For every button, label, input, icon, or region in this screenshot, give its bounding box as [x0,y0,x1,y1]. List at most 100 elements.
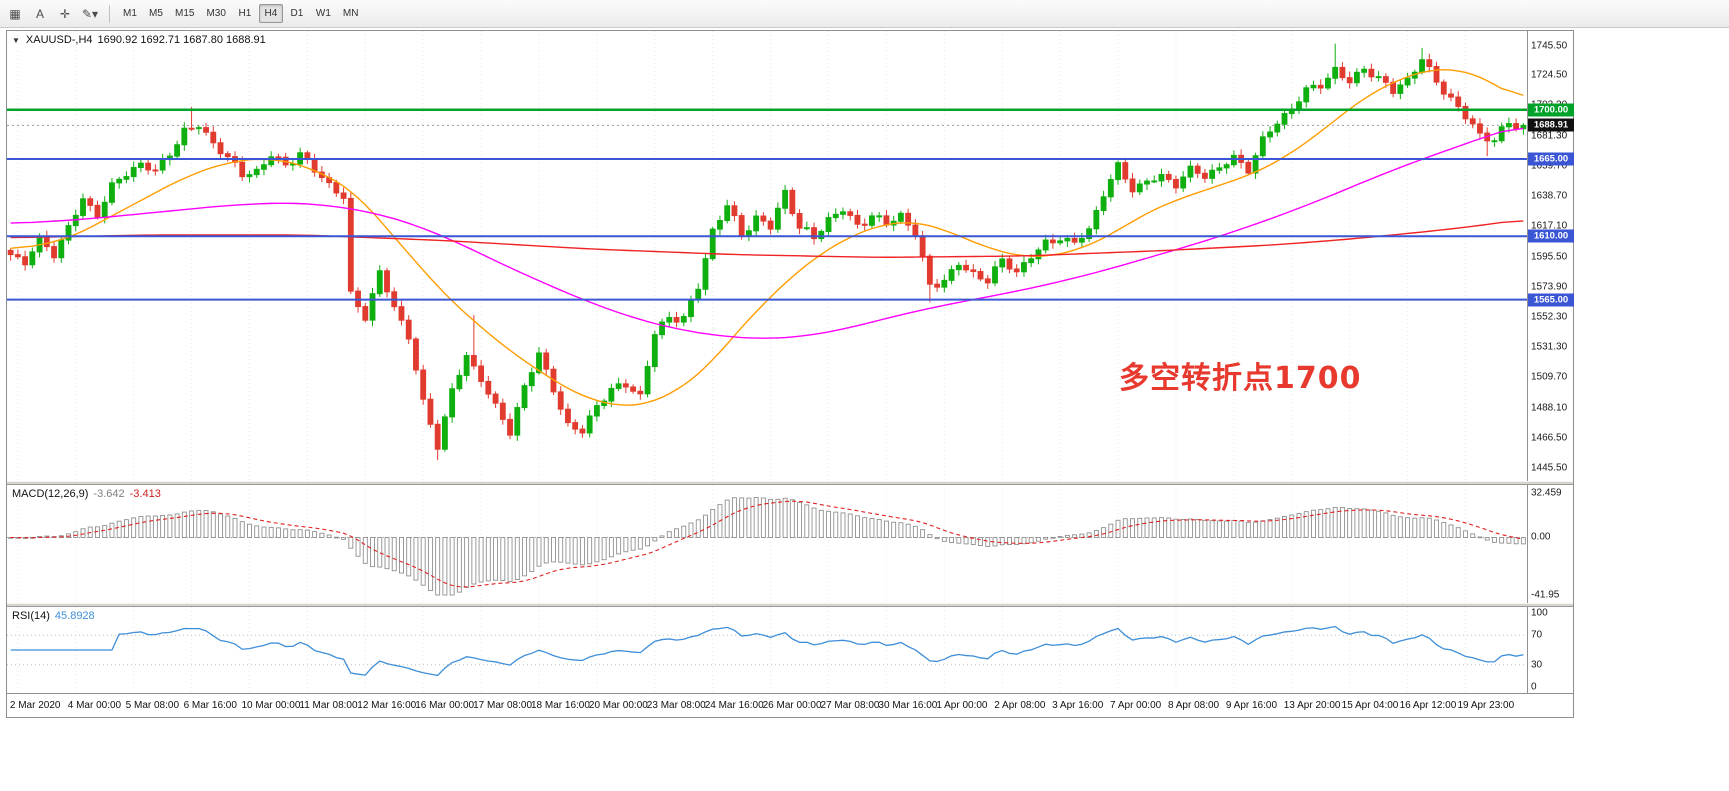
macd-signal-value: -3.413 [129,488,161,500]
macd-histogram-bar [949,537,955,544]
ma-slow-red [10,220,1524,258]
candle-body [1122,162,1129,180]
text-tool-icon[interactable]: A [35,6,44,21]
timeframe-button-m30[interactable]: M30 [206,8,226,19]
macd-axis[interactable]: 32.459 0.00 -41.95 [1527,485,1573,603]
time-axis[interactable]: 2 Mar 2020 4 Mar 00:00 5 Mar 08:00 6 Mar 16… [7,693,1573,717]
candle-body [557,391,564,410]
macd-histogram-bar [847,513,853,538]
candle-body [1144,180,1150,185]
timeframe-button-d1[interactable]: D1 [290,8,304,19]
candle-body [818,230,825,240]
macd-histogram-bar [1390,514,1396,538]
macd-tick-label: 32.459 [1531,487,1562,499]
candle-body [1361,68,1368,73]
rsi-axis[interactable]: 100 70 30 0 [1527,607,1573,693]
candle-body [630,386,637,392]
macd-histogram-bar [377,537,383,568]
candle-body [521,385,528,409]
price-tick-label: 1659.70 [1531,160,1568,172]
macd-histogram-bar [1151,517,1157,538]
rsi-header: RSI(14) 45.8928 [12,610,95,622]
candle-body [51,246,57,259]
draw-tools-dropdown-icon[interactable]: ✎▾ [81,6,99,21]
crosshair-icon[interactable]: ✛ [59,6,71,21]
macd-histogram-bar [500,537,506,581]
macd-histogram-bar [1202,519,1208,538]
chart-dropdown-icon[interactable]: ▼ [12,35,20,45]
candle-body [1187,165,1194,178]
timeframe-button-w1[interactable]: W1 [315,8,331,19]
chart-ohlc-values: 1690.92 1692.71 1687.80 1688.91 [97,34,266,46]
rsi-tick-label: 30 [1531,659,1543,671]
ma-mid-magenta [10,127,1524,339]
candle-body [840,211,846,215]
panel-splitter[interactable] [7,603,1573,607]
macd-histogram-bar [543,537,549,564]
macd-histogram-bar [218,513,223,538]
candle-body [680,316,687,323]
macd-histogram-bar [934,537,940,540]
candle-body [1274,123,1281,133]
candle-body [43,235,50,248]
candle-body [1078,238,1085,243]
candle-body [1064,237,1071,242]
timeframe-button-m15[interactable]: M15 [175,8,195,19]
macd-histogram-bar [1376,510,1382,538]
candle-body [1129,178,1136,193]
macd-histogram-bar [659,535,665,538]
timeframe-button-m1[interactable]: M1 [123,8,137,19]
macd-histogram-bar [1311,509,1316,538]
candle-body [1209,169,1216,179]
candle-body [1310,84,1317,89]
candle-body [413,338,419,371]
macd-histogram-bar [297,529,303,538]
macd-histogram-bar [232,518,238,538]
macd-histogram-bar [1491,537,1497,543]
timeframe-button-h4[interactable]: H4 [258,4,283,23]
macd-histogram-bar [1238,520,1244,538]
rsi-tick-label: 70 [1531,629,1543,641]
macd-histogram-bar [753,497,759,538]
price-chart-canvas[interactable] [7,31,1527,481]
chart-template-icon[interactable]: ▦ [9,6,21,21]
timeframe-button-h1[interactable]: H1 [238,8,252,19]
macd-histogram-bar [1108,523,1114,538]
time-axis-label: 7 Apr 00:00 [1110,700,1162,711]
candle-body [1165,173,1172,180]
candle-body [717,220,723,230]
candle-body [1477,123,1483,134]
macd-histogram-bar [152,515,158,538]
timeframe-button-m5[interactable]: M5 [149,8,163,19]
macd-histogram-bar [601,537,607,561]
macd-histogram-bar [123,519,129,538]
timeframe-button-mn[interactable]: MN [342,8,359,19]
panel-splitter[interactable] [7,481,1573,485]
price-tick-label: 1552.30 [1531,311,1568,323]
macd-histogram-bar [760,497,766,538]
candle-body [456,374,463,390]
macd-histogram-bar [1361,508,1367,538]
price-axis[interactable]: 1745.501724.501703.201681.301659.701638.… [1527,31,1574,481]
macd-histogram-bar [1267,519,1273,538]
candle-body [1230,154,1237,166]
macd-histogram-bar [630,537,636,551]
candle-body [1136,183,1143,193]
macd-chart-canvas[interactable] [7,485,1527,603]
candle-body [1158,173,1165,182]
chart-header: ▼ XAUUSD-,H4 1690.92 1692.71 1687.80 168… [12,34,266,46]
candle-body [261,164,267,170]
rsi-chart-canvas[interactable] [7,607,1527,693]
candle-body [1368,68,1375,78]
macd-histogram-bar [1187,518,1193,538]
macd-histogram-bar [1050,537,1056,539]
macd-histogram-bar [826,510,831,538]
current-price-badge: 1688.91 [1528,118,1574,132]
price-tick-label: 1466.50 [1531,432,1568,444]
macd-histogram-bar [1245,521,1251,538]
candle-body [666,317,673,323]
macd-histogram-bar [1086,532,1092,538]
candle-body [362,306,369,321]
macd-histogram-bar [1101,527,1107,538]
macd-histogram-bar [587,537,593,565]
